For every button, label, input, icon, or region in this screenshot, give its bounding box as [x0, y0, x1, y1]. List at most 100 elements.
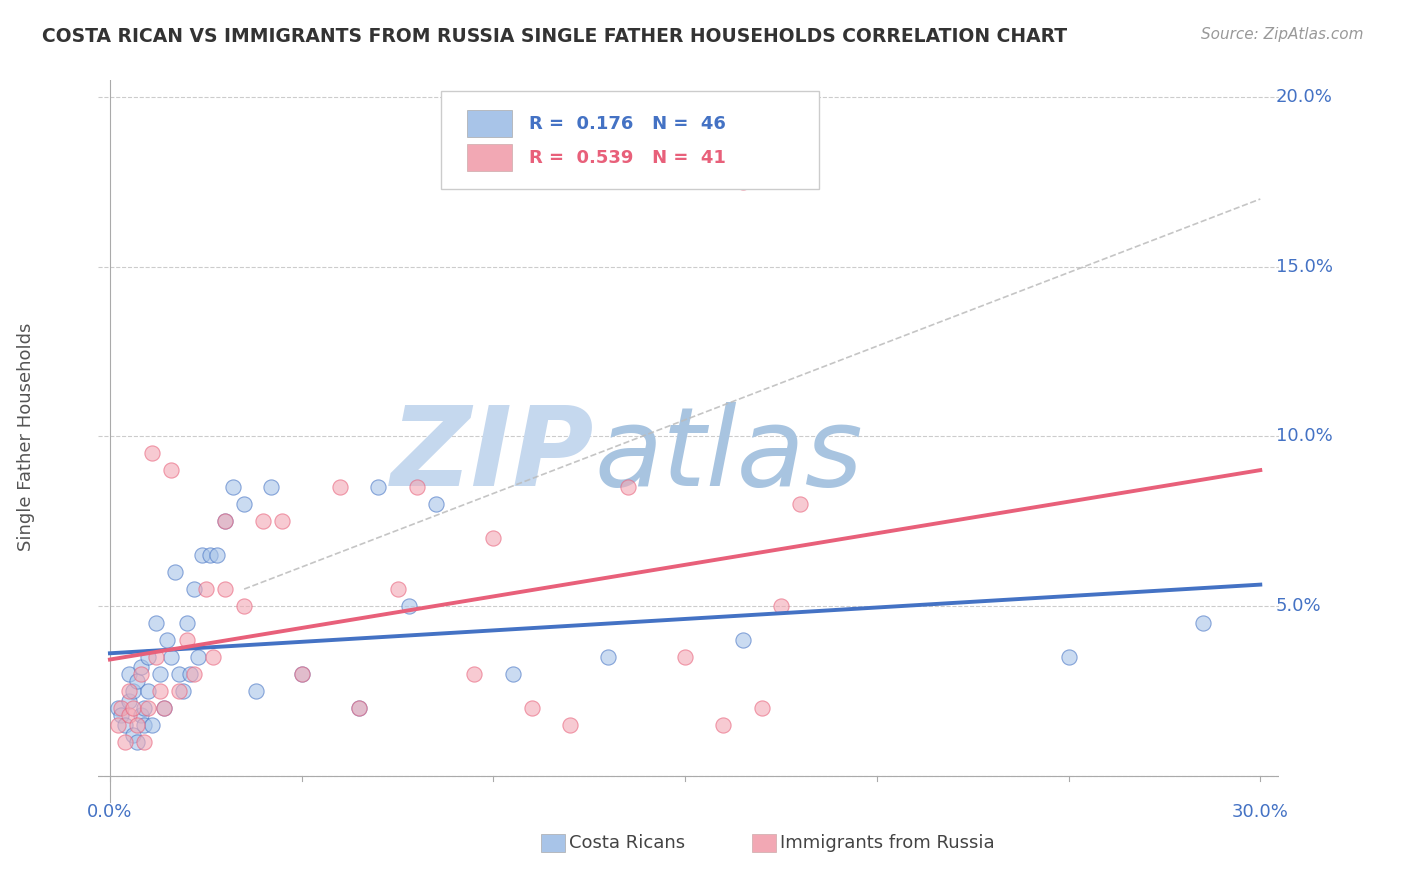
Point — [233, 497, 256, 511]
Point — [751, 701, 773, 715]
Point — [502, 666, 524, 681]
Point — [291, 666, 314, 681]
Point — [233, 599, 256, 613]
FancyBboxPatch shape — [467, 144, 512, 171]
Text: Single Father Households: Single Father Households — [17, 322, 35, 550]
Point — [183, 582, 205, 596]
Point — [129, 666, 152, 681]
Text: 30.0%: 30.0% — [1232, 803, 1289, 821]
Point — [598, 649, 620, 664]
Point — [167, 684, 190, 698]
Point — [114, 718, 136, 732]
Point — [152, 701, 174, 715]
Text: 5.0%: 5.0% — [1275, 597, 1322, 615]
Point — [769, 599, 792, 613]
Text: Costa Ricans: Costa Ricans — [569, 834, 686, 852]
Point — [731, 632, 754, 647]
Point — [245, 684, 267, 698]
Point — [160, 649, 183, 664]
Point — [122, 684, 145, 698]
Point — [107, 718, 129, 732]
Point — [1191, 615, 1213, 630]
Text: Immigrants from Russia: Immigrants from Russia — [780, 834, 995, 852]
Point — [202, 649, 225, 664]
Point — [129, 707, 152, 722]
Text: 10.0%: 10.0% — [1275, 427, 1333, 445]
Point — [125, 735, 148, 749]
Point — [125, 673, 148, 688]
Point — [558, 718, 581, 732]
Point — [191, 548, 214, 562]
Point — [183, 666, 205, 681]
Point — [156, 632, 179, 647]
Point — [160, 463, 183, 477]
Point — [136, 701, 159, 715]
Point — [122, 728, 145, 742]
Point — [673, 649, 696, 664]
Point — [110, 707, 132, 722]
Point — [387, 582, 409, 596]
Point — [347, 701, 370, 715]
Text: 15.0%: 15.0% — [1275, 258, 1333, 276]
Point — [731, 175, 754, 189]
Text: R =  0.176   N =  46: R = 0.176 N = 46 — [530, 115, 727, 133]
Point — [482, 531, 505, 545]
Point — [118, 666, 141, 681]
Point — [134, 701, 156, 715]
Point — [207, 548, 229, 562]
Point — [176, 632, 198, 647]
Point — [145, 649, 167, 664]
Point — [110, 701, 132, 715]
Point — [425, 497, 447, 511]
Point — [214, 514, 236, 528]
Point — [149, 666, 172, 681]
Point — [122, 701, 145, 715]
Text: COSTA RICAN VS IMMIGRANTS FROM RUSSIA SINGLE FATHER HOUSEHOLDS CORRELATION CHART: COSTA RICAN VS IMMIGRANTS FROM RUSSIA SI… — [42, 27, 1067, 45]
Point — [118, 707, 141, 722]
Point — [141, 718, 163, 732]
Point — [616, 480, 638, 494]
Point — [398, 599, 420, 613]
Text: ZIP: ZIP — [391, 402, 595, 509]
Point — [1057, 649, 1080, 664]
Point — [149, 684, 172, 698]
Point — [789, 497, 811, 511]
Point — [141, 446, 163, 460]
Point — [134, 735, 156, 749]
Point — [198, 548, 221, 562]
Point — [172, 684, 194, 698]
FancyBboxPatch shape — [441, 91, 818, 189]
Point — [367, 480, 389, 494]
Point — [520, 701, 543, 715]
Point — [118, 684, 141, 698]
Point — [125, 718, 148, 732]
Point — [187, 649, 209, 664]
Text: 0.0%: 0.0% — [87, 803, 132, 821]
Point — [713, 718, 735, 732]
Text: 20.0%: 20.0% — [1275, 88, 1333, 106]
Point — [114, 735, 136, 749]
Point — [107, 701, 129, 715]
Point — [118, 694, 141, 708]
Point — [134, 718, 156, 732]
Point — [136, 684, 159, 698]
Point — [165, 565, 187, 579]
Point — [136, 649, 159, 664]
Point — [152, 701, 174, 715]
Point — [194, 582, 217, 596]
Point — [329, 480, 352, 494]
Point — [179, 666, 201, 681]
Point — [221, 480, 243, 494]
FancyBboxPatch shape — [467, 110, 512, 137]
Point — [176, 615, 198, 630]
Text: Source: ZipAtlas.com: Source: ZipAtlas.com — [1201, 27, 1364, 42]
Point — [405, 480, 427, 494]
Point — [291, 666, 314, 681]
Point — [214, 582, 236, 596]
Point — [167, 666, 190, 681]
Point — [252, 514, 274, 528]
Text: R =  0.539   N =  41: R = 0.539 N = 41 — [530, 149, 727, 167]
Point — [260, 480, 283, 494]
Point — [129, 660, 152, 674]
Point — [214, 514, 236, 528]
